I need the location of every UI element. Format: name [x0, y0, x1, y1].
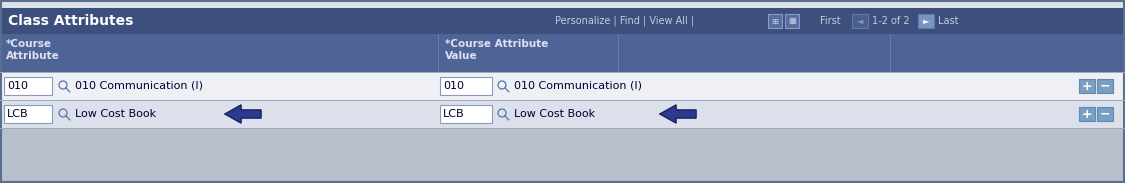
Text: +: +	[1082, 79, 1092, 92]
Bar	[0, 34, 1125, 72]
Bar	[0, 100, 1125, 128]
Bar	[768, 14, 782, 28]
Polygon shape	[660, 105, 696, 123]
Text: ▦: ▦	[788, 16, 796, 25]
Text: *Course Attribute
Value: *Course Attribute Value	[446, 39, 548, 61]
Text: ◄: ◄	[857, 16, 863, 25]
Text: Personalize | Find | View All |: Personalize | Find | View All |	[555, 16, 694, 26]
Text: ⊞: ⊞	[772, 16, 778, 25]
Bar	[785, 14, 799, 28]
Bar	[1079, 79, 1095, 93]
Bar	[4, 105, 52, 123]
Text: −: −	[1100, 107, 1110, 120]
Text: +: +	[1082, 107, 1092, 120]
Polygon shape	[225, 105, 261, 123]
Text: 010 Communication (I): 010 Communication (I)	[75, 81, 202, 91]
Text: 010: 010	[7, 81, 28, 91]
Text: −: −	[1100, 79, 1110, 92]
Bar	[852, 14, 868, 28]
Bar	[0, 8, 1125, 34]
Text: 010 Communication (I): 010 Communication (I)	[514, 81, 642, 91]
Text: 010: 010	[443, 81, 463, 91]
Text: *Course
Attribute: *Course Attribute	[6, 39, 60, 61]
Text: Low Cost Book: Low Cost Book	[514, 109, 595, 119]
Bar	[1097, 79, 1113, 93]
Text: Last: Last	[938, 16, 958, 26]
Text: LCB: LCB	[7, 109, 28, 119]
Text: 1-2 of 2: 1-2 of 2	[872, 16, 910, 26]
Bar	[0, 128, 1125, 183]
Bar	[0, 72, 1125, 100]
Text: Class Attributes: Class Attributes	[8, 14, 134, 28]
Text: Low Cost Book: Low Cost Book	[75, 109, 156, 119]
Bar	[1097, 107, 1113, 121]
Bar	[918, 14, 934, 28]
Bar	[440, 77, 492, 95]
Text: First: First	[820, 16, 840, 26]
Bar	[1079, 107, 1095, 121]
Text: LCB: LCB	[443, 109, 465, 119]
Bar	[440, 105, 492, 123]
Bar	[0, 0, 1125, 8]
Text: ►: ►	[922, 16, 929, 25]
Bar	[4, 77, 52, 95]
